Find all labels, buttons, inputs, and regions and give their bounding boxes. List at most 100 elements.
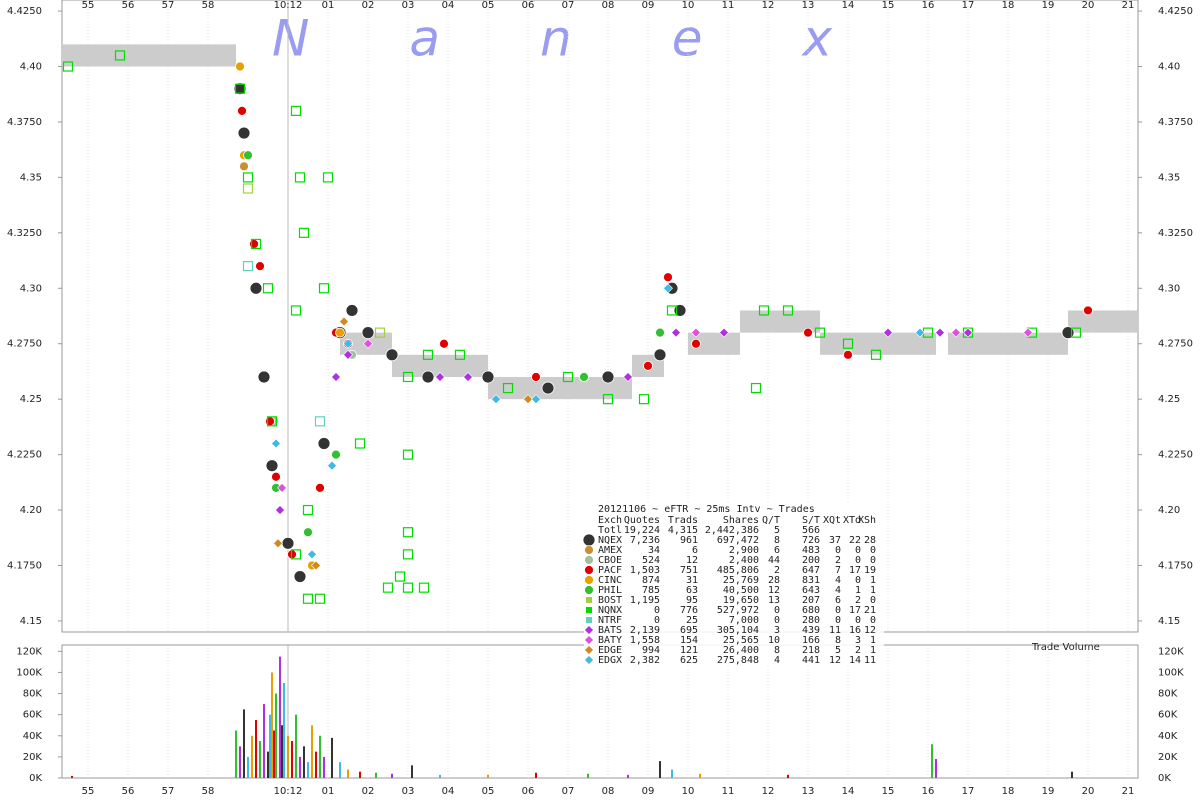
quote-marker [354, 438, 366, 449]
table-cell: 4 [774, 655, 780, 666]
table-cell: 16 [849, 625, 861, 636]
x-tick-label: 20 [1082, 0, 1095, 11]
series-name: CINC [598, 575, 622, 586]
table-cell: 785 [642, 585, 660, 596]
table-cell: 0 [774, 605, 780, 616]
volume-bar [319, 735, 321, 778]
x-tick-label: 14 [842, 786, 855, 797]
y-tick-label: 120K [16, 646, 42, 657]
volume-bar [487, 774, 489, 778]
trade-marker [663, 272, 673, 283]
trade-marker [281, 536, 295, 550]
y-tick-label: 0K [29, 773, 42, 784]
trade-marker [307, 549, 317, 560]
x-tick-label: 01 [322, 0, 335, 11]
x-tick-label: 57 [162, 786, 175, 797]
volume-bar [235, 730, 237, 778]
y-tick-label: 4.1750 [7, 560, 42, 571]
x-tick-label: 56 [122, 786, 135, 797]
volume-bar [339, 762, 341, 778]
trade-marker [265, 416, 275, 427]
trade-marker [843, 349, 853, 360]
x-tick-label: 11 [722, 0, 735, 11]
trade-marker [663, 283, 673, 294]
x-tick-label: 10 [682, 0, 695, 11]
x-tick-label: 07 [562, 0, 575, 11]
x-tick-label: 04 [442, 786, 455, 797]
table-cell: 275,848 [717, 655, 759, 666]
x-tick-label: 02 [362, 786, 375, 797]
quote-marker [262, 283, 274, 294]
x-tick-label: 13 [802, 786, 815, 797]
quote-marker [242, 261, 254, 272]
table-cell: 1,503 [630, 565, 660, 576]
table-cell: 19 [864, 565, 876, 576]
trade-marker [311, 560, 321, 571]
y-tick-label: 40K [23, 731, 43, 742]
volume-bar [671, 769, 673, 778]
y-tick-label: 4.20 [20, 505, 42, 516]
table-cell: 19,224 [624, 525, 660, 536]
quote-marker [666, 305, 678, 316]
table-cell: 121 [680, 645, 698, 656]
trade-marker [463, 372, 473, 382]
x-tick-label: 03 [402, 786, 415, 797]
series-name: PHIL [598, 585, 622, 596]
volume-bar [935, 759, 937, 778]
trade-marker [584, 585, 594, 595]
trade-marker [582, 533, 596, 547]
y-tick-label: 4.2250 [1158, 450, 1193, 461]
y-tick-label: 20K [1158, 752, 1178, 763]
quote-marker [402, 549, 414, 560]
table-cell: 0 [870, 545, 876, 556]
table-cell: 12 [829, 655, 841, 666]
table-cell: Exch [598, 515, 622, 526]
series-name: EDGX [598, 655, 622, 666]
x-tick-label: 17 [962, 0, 975, 11]
legend-marker [586, 617, 592, 623]
y-tick-label: 100K [16, 667, 42, 678]
table-cell: 17 [849, 605, 861, 616]
table-cell: 1 [870, 575, 876, 586]
table-cell: 1 [870, 635, 876, 646]
y-tick-label: 100K [1158, 667, 1184, 678]
trade-marker [361, 326, 375, 340]
volume-bar [699, 773, 701, 778]
quote-marker [290, 105, 302, 116]
table-cell: 5 [774, 525, 780, 536]
y-tick-label: 80K [23, 689, 43, 700]
table-cell: 44 [768, 555, 780, 566]
quote-marker [318, 283, 330, 294]
table-cell: 2,139 [630, 625, 660, 636]
quote-marker [266, 416, 278, 427]
series-name: EDGE [598, 645, 622, 656]
x-tick-label: 19 [1042, 0, 1055, 11]
trade-marker [1023, 327, 1033, 338]
table-cell: 2,400 [729, 555, 759, 566]
y-tick-label: 4.2750 [7, 339, 42, 350]
trade-marker [303, 527, 313, 538]
table-cell: 2,900 [729, 545, 759, 556]
trade-marker [671, 327, 681, 338]
trade-marker [293, 570, 307, 583]
table-cell: 11 [829, 625, 841, 636]
quote-marker [302, 593, 314, 604]
stats-table: 20121106 ~ eFTR ~ 25ms Intv ~ TradesExch… [582, 502, 884, 666]
watermark: Nanex [272, 10, 932, 68]
y-tick-label: 4.15 [1158, 616, 1180, 627]
trade-marker [243, 150, 253, 161]
table-cell: 7 [835, 565, 841, 576]
quote-marker [842, 338, 854, 349]
x-tick-label: 55 [82, 786, 95, 797]
trade-marker [343, 349, 353, 360]
table-cell: 1 [870, 645, 876, 656]
y-tick-label: 60K [1158, 710, 1178, 721]
table-cell: 647 [802, 565, 820, 576]
trade-marker [1083, 305, 1093, 316]
quote-marker [294, 172, 306, 183]
x-tick-label: 58 [202, 0, 215, 11]
y-tick-label: 120K [1158, 646, 1184, 657]
x-tick-label: 21 [1122, 0, 1135, 11]
trade-marker [584, 545, 594, 555]
trade-marker [331, 449, 341, 460]
